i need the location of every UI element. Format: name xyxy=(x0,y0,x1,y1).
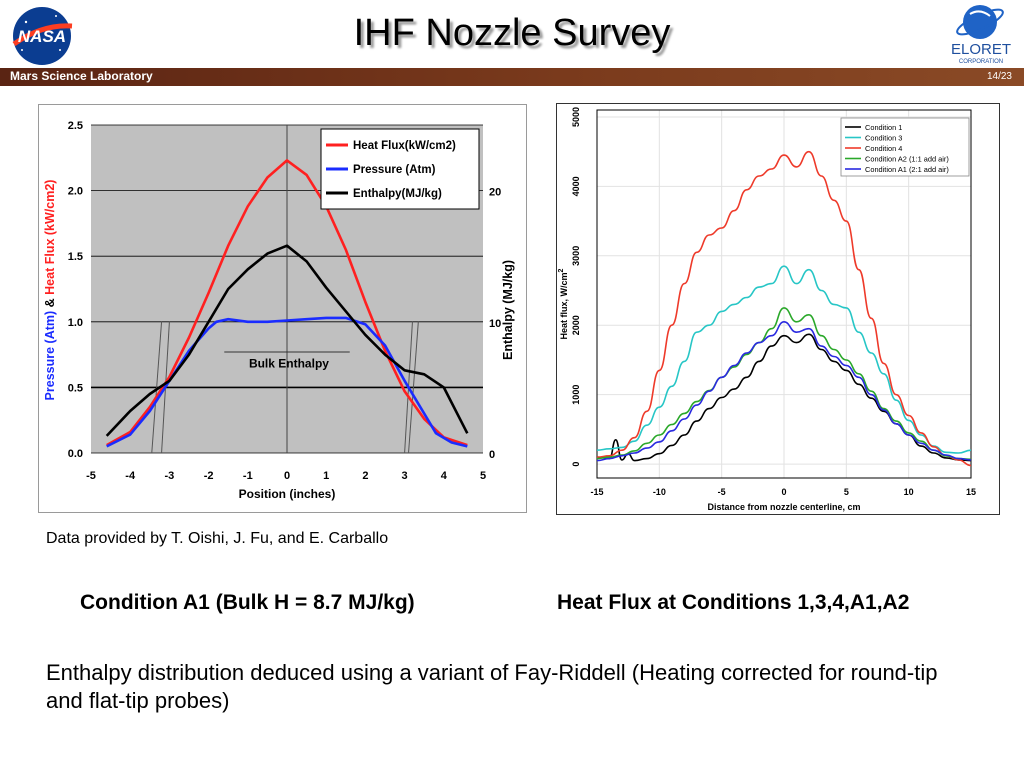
probe-outline xyxy=(151,321,163,454)
eloret-logo: ELORET CORPORATION xyxy=(940,2,1024,73)
series-line-1 xyxy=(596,265,972,454)
x-tick-label: 5 xyxy=(844,487,849,497)
y2-tick-label: 20 xyxy=(489,187,501,199)
x-axis-label: Position (inches) xyxy=(239,487,336,501)
probe-outline xyxy=(408,321,419,454)
nasa-logo-text: NASA xyxy=(18,27,66,46)
series-line-3 xyxy=(596,307,972,461)
y-tick-label: 0.5 xyxy=(68,382,83,394)
y-tick-label: 3000 xyxy=(571,246,581,266)
x-tick-label: 4 xyxy=(441,470,448,482)
legend-label: Pressure (Atm) xyxy=(353,164,436,176)
x-tick-label: 10 xyxy=(904,487,914,497)
legend-label: Condition A2 (1:1 add air) xyxy=(865,155,949,164)
x-tick-label: -5 xyxy=(86,470,96,482)
banner-project-name: Mars Science Laboratory xyxy=(10,69,153,83)
x-tick-label: 5 xyxy=(480,470,486,482)
caption-right: Heat Flux at Conditions 1,3,4,A1,A2 xyxy=(557,591,910,614)
x-axis-label: Distance from nozzle centerline, cm xyxy=(707,502,860,512)
y-label-sup: 2 xyxy=(558,268,565,272)
y2-axis-label: Enthalpy (MJ/kg) xyxy=(501,260,515,360)
eloret-logo-sub: CORPORATION xyxy=(959,59,1003,65)
y2-tick-label: 0 xyxy=(489,449,495,461)
y-tick-label: 0.0 xyxy=(68,448,83,460)
y-axis-label: Heat flux, W/cm2 xyxy=(558,268,569,339)
x-tick-label: 1 xyxy=(323,470,329,482)
series-line-4 xyxy=(596,320,972,462)
series-line-0 xyxy=(106,159,468,447)
legend-label: Condition 3 xyxy=(865,134,902,143)
y-axis-label: Pressure (Atm) & Heat Flux (kW/cm2) xyxy=(43,180,57,401)
caption-left: Condition A1 (Bulk H = 8.7 MJ/kg) xyxy=(80,591,415,614)
slide-title: IHF Nozzle Survey xyxy=(353,12,671,54)
data-credit: Data provided by T. Oishi, J. Fu, and E.… xyxy=(46,530,389,547)
series-line-2 xyxy=(596,150,972,467)
x-tick-label: -1 xyxy=(243,470,253,482)
y-tick-label: 2000 xyxy=(571,315,581,335)
y-tick-label: 5000 xyxy=(571,107,581,127)
series-line-2 xyxy=(105,244,469,437)
header-banner: Mars Science Laboratory 14/23 xyxy=(0,68,1024,86)
x-tick-label: -15 xyxy=(590,487,603,497)
y2-tick-label: 10 xyxy=(489,318,501,330)
y-tick-label: 1000 xyxy=(571,385,581,405)
x-tick-label: 0 xyxy=(781,487,786,497)
x-tick-label: -4 xyxy=(125,470,136,482)
nasa-logo: NASA xyxy=(6,4,78,73)
x-tick-label: 0 xyxy=(284,470,290,482)
legend-label: Condition 4 xyxy=(865,144,902,153)
y-tick-label: 0 xyxy=(571,462,581,467)
legend-label: Enthalpy(MJ/kg) xyxy=(353,188,442,200)
x-tick-label: -5 xyxy=(718,487,726,497)
y-label-pressure: Pressure (Atm) xyxy=(43,311,57,401)
y-label-heatflux: Heat Flux (kW/cm2) xyxy=(43,180,57,295)
y-label-amp: & xyxy=(43,295,57,311)
x-tick-label: -3 xyxy=(165,470,175,482)
legend-label: Condition 1 xyxy=(865,123,902,132)
y-tick-label: 2.0 xyxy=(68,186,83,198)
eloret-logo-text: ELORET xyxy=(951,41,1011,58)
x-tick-label: -2 xyxy=(204,470,214,482)
legend-label: Heat Flux(kW/cm2) xyxy=(353,140,456,152)
x-tick-label: 15 xyxy=(966,487,976,497)
body-text: Enthalpy distribution deduced using a va… xyxy=(46,660,938,713)
x-tick-label: 3 xyxy=(402,470,408,482)
x-tick-label: 2 xyxy=(362,470,368,482)
y-label-text: Heat flux, W/cm xyxy=(559,272,569,339)
plot-frame xyxy=(596,109,972,479)
chart-condition-a1: 0.0 0.5 1.0 1.5 2.0 2.5 -5 -4 -3 -2 -1 0 1 2 3 4 5 0 10 20 B… xyxy=(38,104,527,513)
annotation-bulk-enthalpy: Bulk Enthalpy xyxy=(249,357,329,371)
legend-box xyxy=(840,117,970,177)
legend-label: Condition A1 (2:1 add air) xyxy=(865,165,949,174)
chart-heat-flux-conditions: -15 -10 -5 0 5 10 15 0 1000 2000 3000 4000 5000 Condi… xyxy=(556,103,1000,515)
y-tick-label: 4000 xyxy=(571,176,581,196)
page-number: 14/23 xyxy=(986,71,1012,82)
y-tick-label: 2.5 xyxy=(68,120,83,132)
y-tick-label: 1.5 xyxy=(68,251,83,263)
y-tick-label: 1.0 xyxy=(68,317,83,329)
x-tick-label: -10 xyxy=(653,487,666,497)
